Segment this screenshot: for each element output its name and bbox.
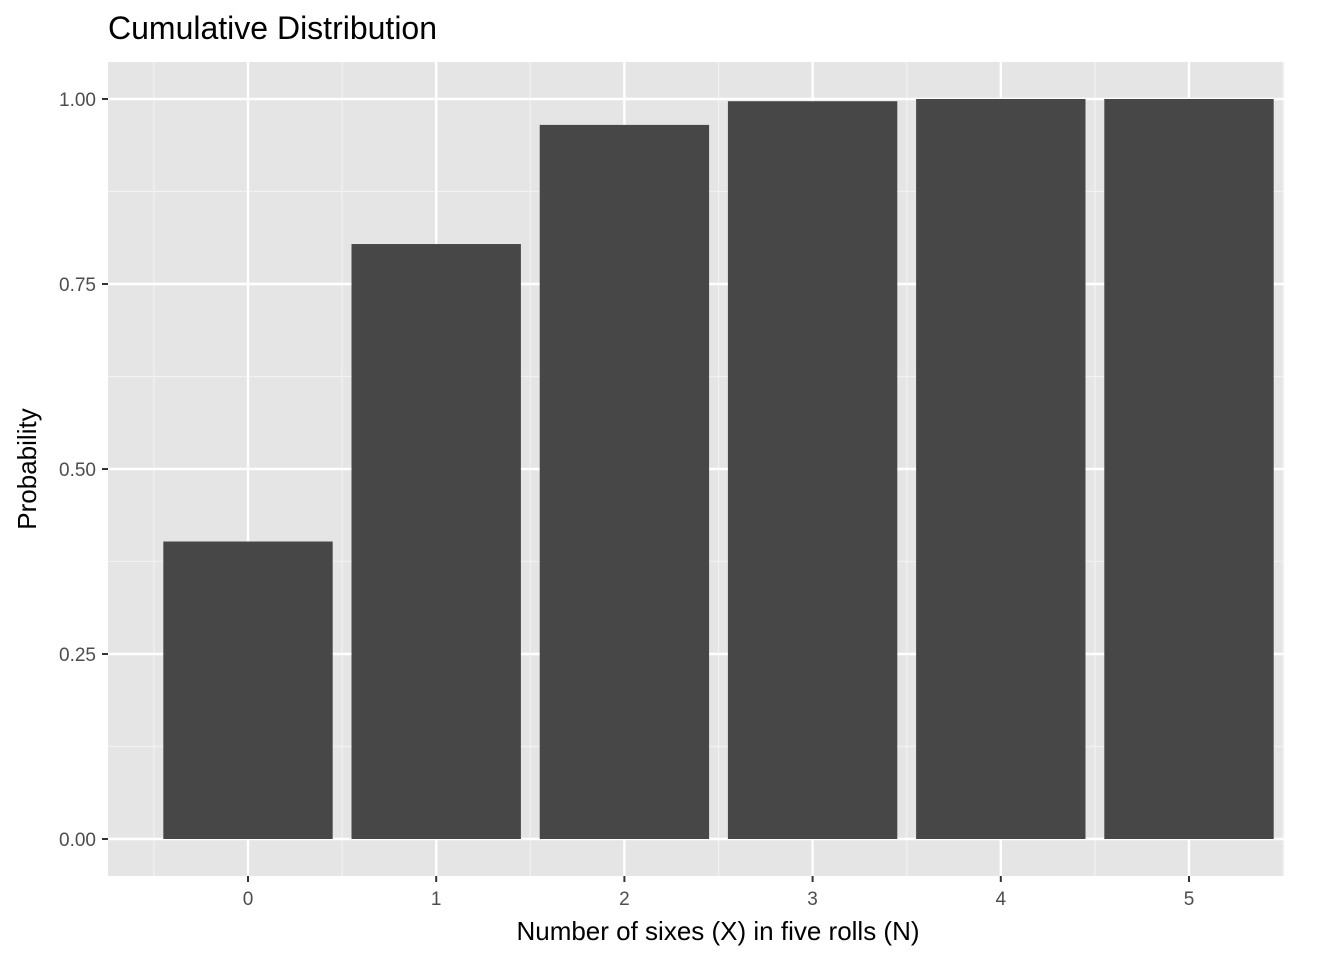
bar-3	[727, 101, 898, 840]
y-tick-label: 0.50	[59, 460, 96, 481]
x-tick-label: 4	[996, 889, 1007, 910]
bar-2	[539, 124, 710, 839]
bars	[163, 99, 1274, 840]
bar-1	[351, 244, 521, 840]
y-tick-label: 0.00	[59, 830, 96, 851]
y-axis-title: Probability	[12, 408, 42, 529]
y-tick-label: 0.25	[59, 645, 96, 666]
bar-0	[163, 541, 333, 839]
x-tick-label: 0	[243, 889, 254, 910]
bar-5	[1104, 99, 1274, 839]
bar-4	[916, 99, 1086, 839]
x-tick-label: 2	[619, 889, 630, 910]
x-tick-label: 3	[807, 889, 818, 910]
chart-title: Cumulative Distribution	[108, 10, 437, 46]
x-tick-label: 5	[1184, 889, 1195, 910]
y-tick-label: 1.00	[59, 90, 96, 111]
y-tick-label: 0.75	[59, 275, 96, 296]
axes: 0.00 0.25 0.50 0.75 1.00 0 1 2 3 4 5	[59, 90, 1194, 910]
x-tick-label: 1	[431, 889, 442, 910]
x-axis-title: Number of sixes (X) in five rolls (N)	[516, 916, 919, 946]
